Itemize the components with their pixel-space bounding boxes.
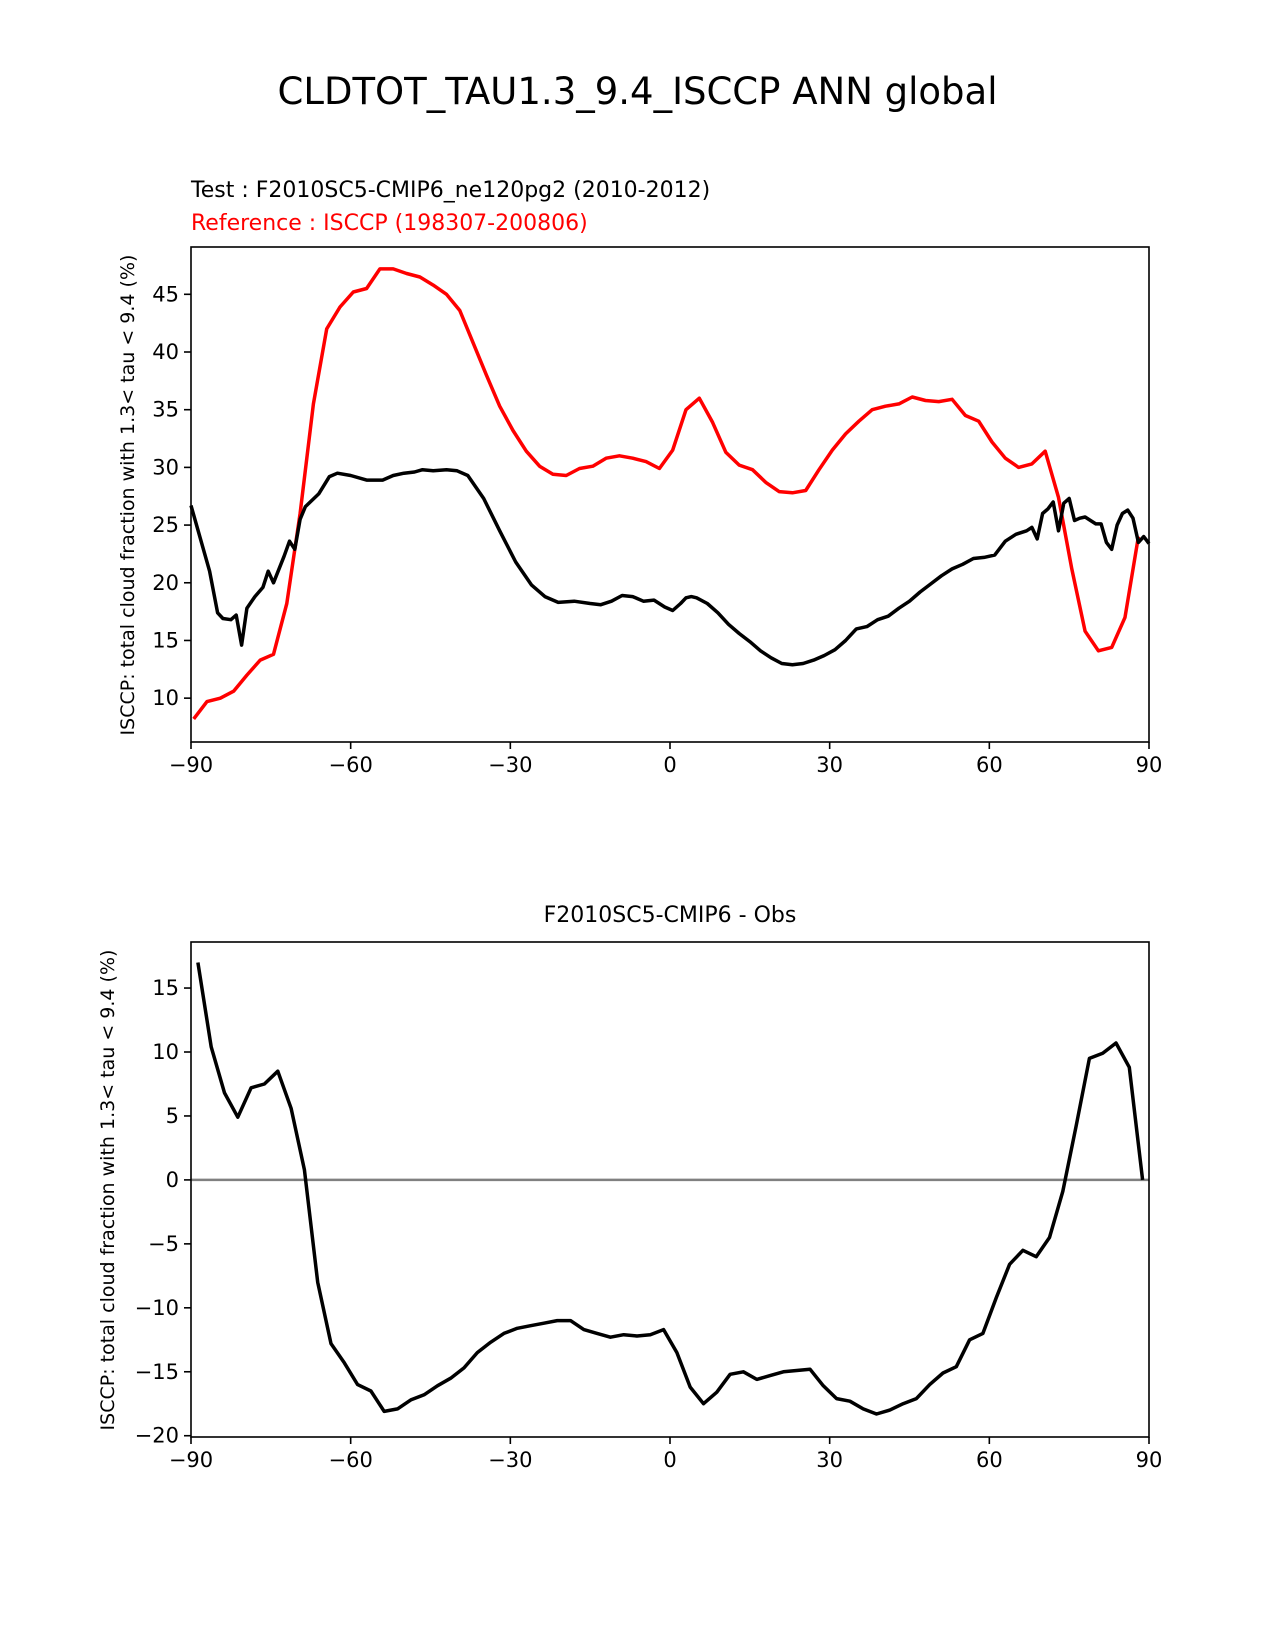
- top-x-tick-label: 0: [663, 753, 676, 777]
- diff-series-line-0: [196, 962, 1145, 1416]
- top-y-axis-label: ISCCP: total cloud fraction with 1.3< ta…: [117, 255, 139, 736]
- figure-title: CLDTOT_TAU1.3_9.4_ISCCP ANN global: [277, 70, 998, 113]
- diff-x-tick-label: 0: [663, 1448, 676, 1472]
- diff-y-tick-label: −20: [135, 1424, 179, 1448]
- top-x-tick-label: −30: [488, 753, 532, 777]
- top-panel: −90 −60 −30 0 30 60 90 10 15 20 25 30 35 40 45: [152, 246, 1163, 777]
- diff-y-tick-label: −5: [148, 1232, 179, 1256]
- top-x-tick-label: 60: [976, 753, 1003, 777]
- top-y-tick-label: 25: [152, 513, 179, 537]
- top-y-tick-label: 45: [152, 282, 179, 306]
- reference-title: Reference : ISCCP (198307-200806): [191, 211, 588, 236]
- top-x-tick-label: −60: [329, 753, 373, 777]
- bottom-y-axis-label: ISCCP: total cloud fraction with 1.3< ta…: [97, 950, 119, 1431]
- diff-x-tick-label: 90: [1136, 1448, 1163, 1472]
- top-x-tick-label: 30: [816, 753, 843, 777]
- top-y-tick-label: 15: [152, 628, 179, 652]
- top-y-tick-label: 10: [152, 686, 179, 710]
- diff-y-tick-label: −10: [135, 1296, 179, 1320]
- top-y-tick-label: 40: [152, 340, 179, 364]
- top-x-tick-label: 90: [1136, 753, 1163, 777]
- diff-axes-frame: [190, 941, 1150, 1438]
- diff-x-tick-label: 30: [816, 1448, 843, 1472]
- difference-panel: −90 −60 −30 0 30 60 90 −20 −15 −10 −5 0 5 10 15: [135, 941, 1163, 1472]
- diff-y-tick-label: 10: [152, 1040, 179, 1064]
- diff-x-tick-label: −90: [169, 1448, 213, 1472]
- top-y-tick-label: 20: [152, 571, 179, 595]
- top-x-tick-label: −90: [169, 753, 213, 777]
- test-title: Test : F2010SC5-CMIP6_ne120pg2 (2010-201…: [190, 178, 710, 203]
- top-axes-frame: [190, 246, 1150, 743]
- diff-y-tick-label: 0: [166, 1168, 179, 1192]
- diff-x-tick-label: 60: [976, 1448, 1003, 1472]
- diff-y-tick-label: −15: [135, 1360, 179, 1384]
- top-series-line-1: [189, 467, 1151, 667]
- top-series-line-0: [192, 267, 1141, 720]
- difference-title: F2010SC5-CMIP6 - Obs: [544, 903, 797, 928]
- diff-y-tick-label: 15: [152, 976, 179, 1000]
- diff-x-tick-label: −30: [488, 1448, 532, 1472]
- top-y-tick-label: 30: [152, 455, 179, 479]
- top-y-tick-label: 35: [152, 398, 179, 422]
- diff-y-tick-label: 5: [166, 1104, 179, 1128]
- diff-x-tick-label: −60: [329, 1448, 373, 1472]
